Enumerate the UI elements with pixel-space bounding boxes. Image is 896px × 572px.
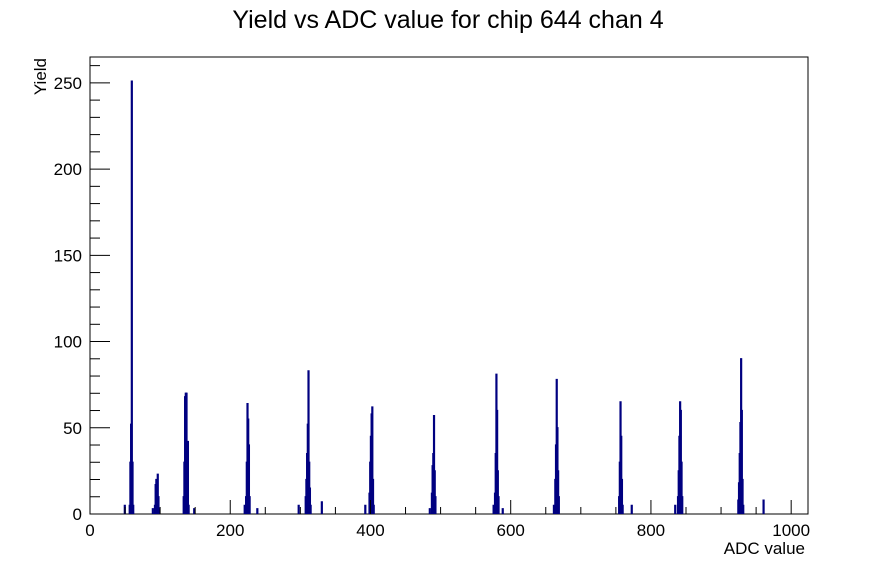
x-axis: 0 200 400 600 800 1000: [85, 500, 810, 540]
histogram-bin: [151, 508, 154, 514]
histogram-bin: [681, 496, 684, 514]
histogram-bin: [297, 504, 300, 514]
y-tick-label: 0: [73, 505, 82, 524]
x-tick-label: 600: [497, 521, 525, 540]
chart-title: Yield vs ADC value for chip 644 chan 4: [232, 6, 663, 34]
y-tick-label: 150: [54, 246, 82, 265]
histogram-bin: [674, 504, 677, 514]
histogram-bin: [557, 470, 560, 514]
y-tick-label: 50: [63, 419, 82, 438]
histogram-bin: [428, 508, 431, 514]
histogram-bin: [156, 473, 159, 514]
histogram-bin: [158, 508, 161, 514]
x-tick-label: 800: [637, 521, 665, 540]
y-axis-label: Yield: [31, 58, 50, 95]
histogram-bin: [256, 508, 259, 514]
histogram-bin: [434, 496, 437, 514]
histogram-bin: [187, 504, 190, 514]
histogram-bin: [432, 415, 436, 514]
histogram-bin: [620, 478, 624, 514]
histogram-bin: [372, 504, 375, 514]
x-axis-label: ADC value: [724, 539, 805, 558]
histogram-bin: [680, 461, 683, 514]
histogram-bin: [762, 499, 765, 514]
histogram-bin: [741, 478, 744, 514]
x-tick-label: 1000: [772, 521, 810, 540]
histogram-bin: [364, 504, 367, 514]
histogram-bin: [496, 409, 499, 514]
histogram-bin: [557, 496, 560, 514]
x-tick-label: 0: [85, 521, 94, 540]
y-axis: 0 50 100 150 200 250: [54, 65, 110, 524]
histogram-bin: [433, 470, 436, 514]
plot-frame: [89, 56, 809, 515]
histogram-bin: [620, 435, 623, 514]
histogram-bin: [742, 504, 745, 514]
histogram-bin: [248, 496, 251, 514]
histogram-bin: [193, 508, 196, 514]
y-tick-label: 250: [54, 74, 82, 93]
histogram-bin: [130, 80, 133, 514]
histogram-bin: [501, 508, 504, 514]
x-tick-label: 400: [356, 521, 384, 540]
histogram-bin: [131, 461, 134, 514]
histogram-bin: [621, 504, 624, 514]
histogram-bin: [371, 406, 374, 514]
y-tick-label: 100: [54, 333, 82, 352]
histogram-bin: [308, 487, 312, 514]
histogram-bins: [123, 80, 765, 514]
histogram-bin: [307, 370, 310, 514]
histogram-bin: [157, 496, 160, 514]
y-tick-label: 200: [54, 160, 82, 179]
histogram-bin: [496, 470, 499, 514]
histogram-bin: [247, 444, 251, 514]
histogram-bin: [132, 504, 135, 514]
histogram-bin: [320, 501, 323, 514]
histogram-bin: [630, 504, 633, 514]
histogram-bin: [740, 409, 743, 514]
x-tick-label: 200: [216, 521, 244, 540]
histogram-bin: [371, 478, 375, 514]
histogram-bin: [186, 440, 190, 514]
histogram-bin: [309, 504, 312, 514]
histogram-bin: [497, 496, 500, 514]
